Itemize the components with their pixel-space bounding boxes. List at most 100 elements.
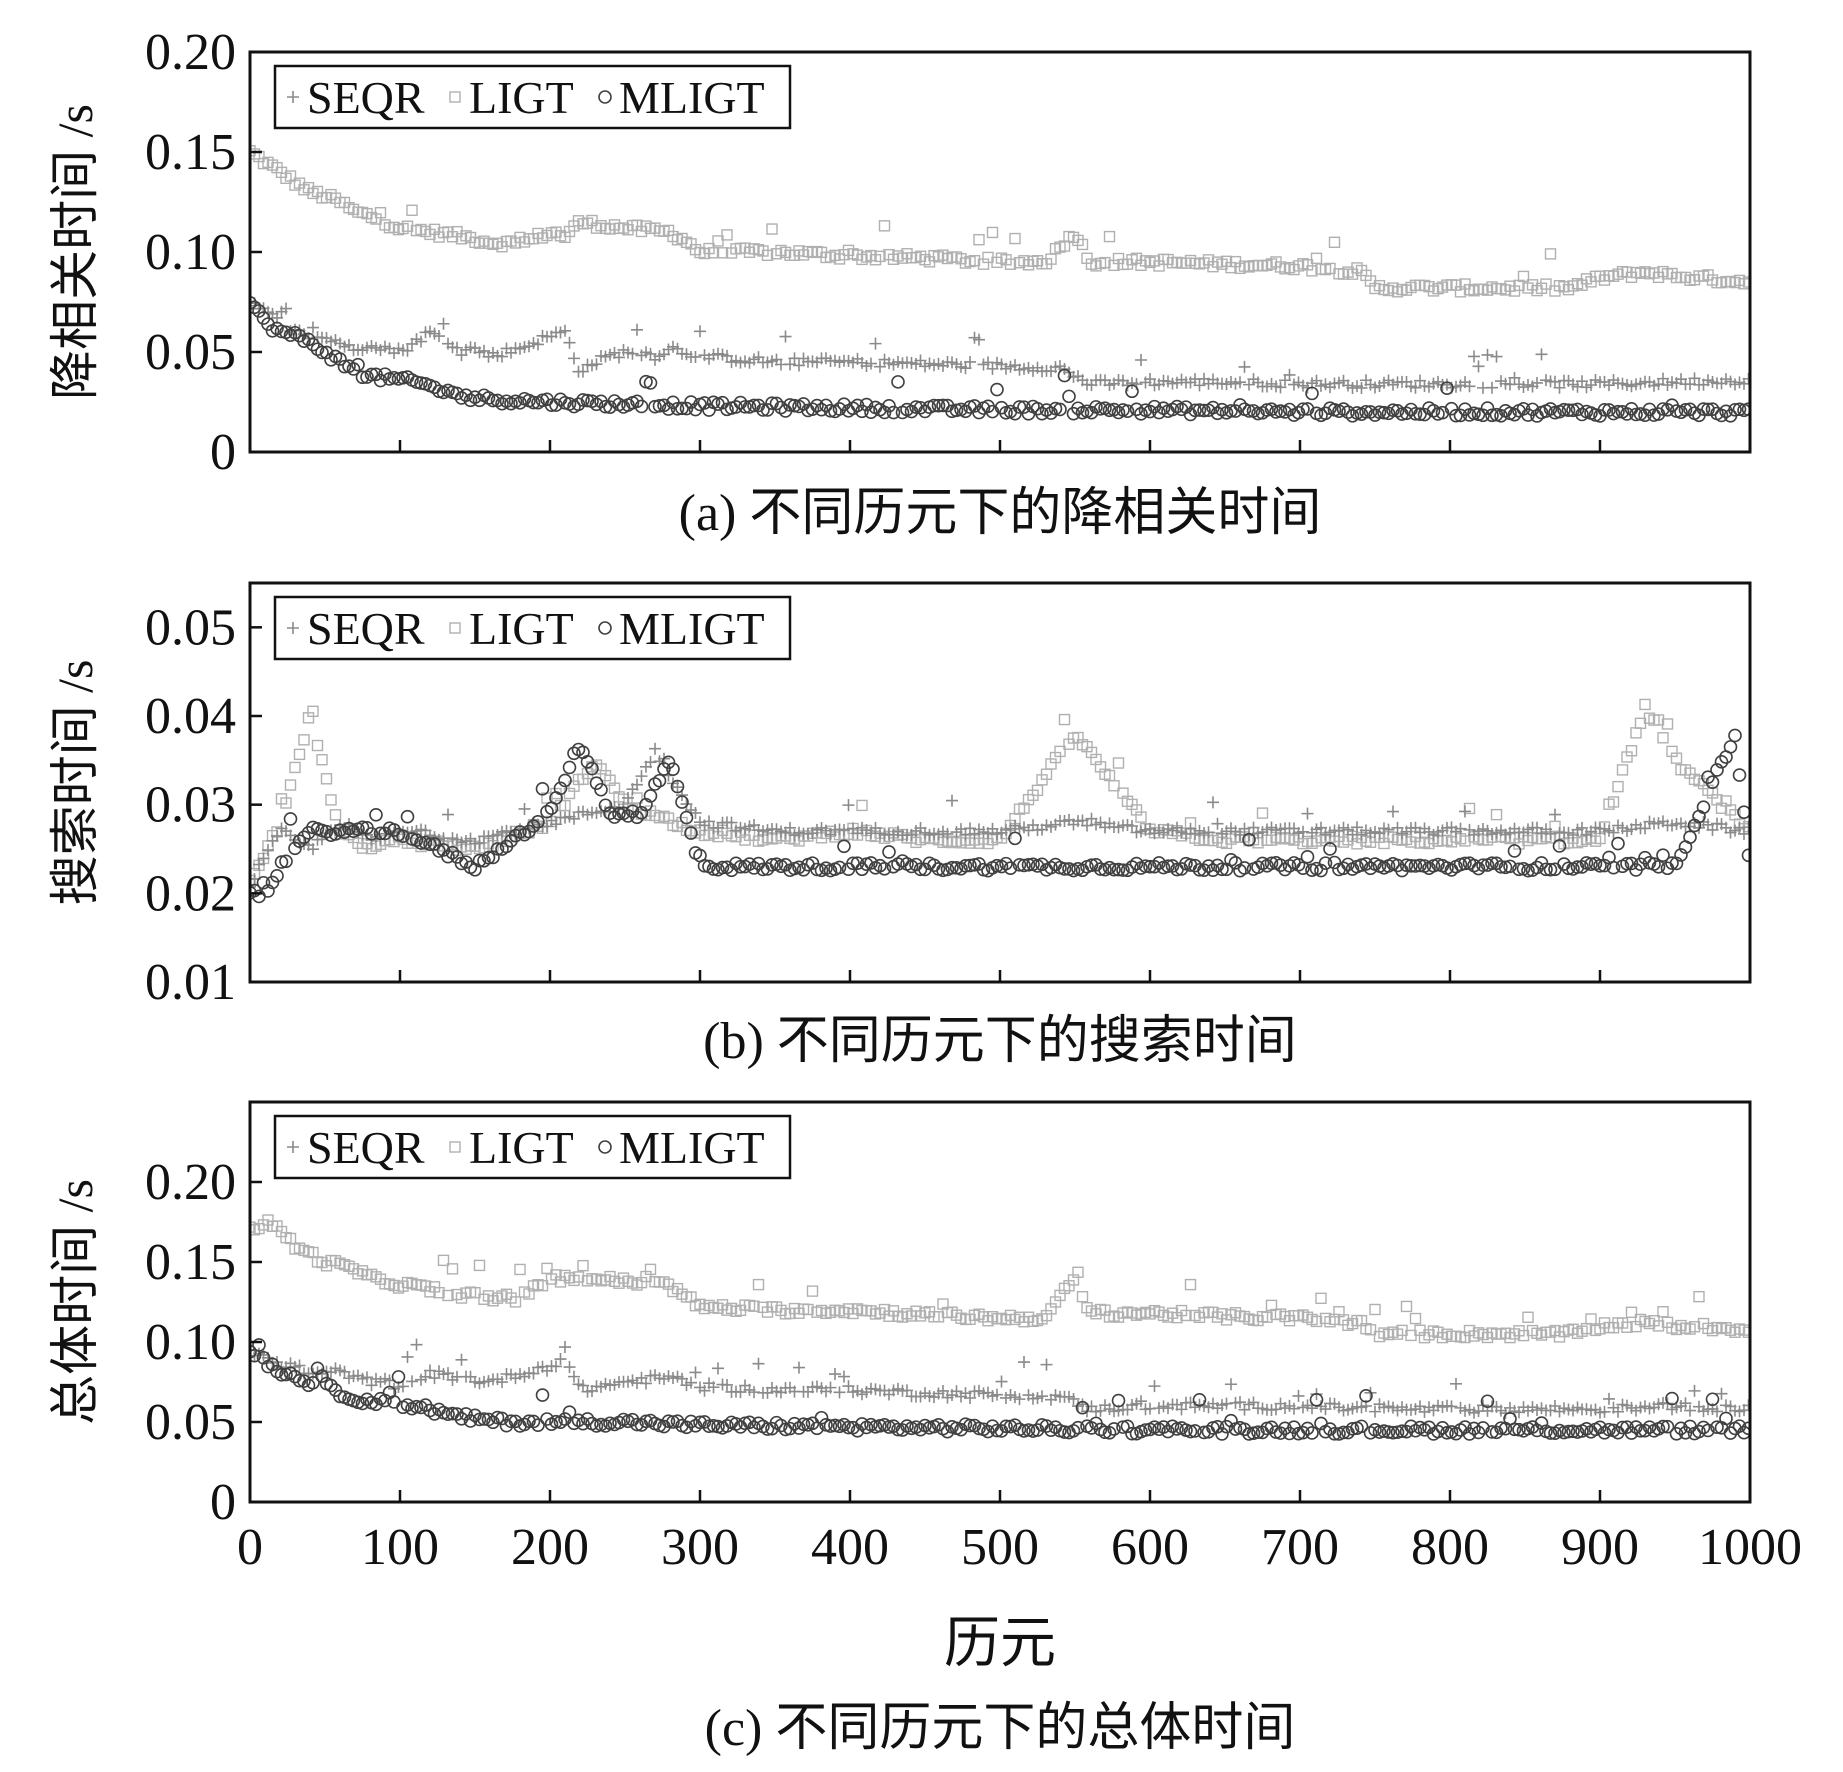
- point-mligt: [657, 398, 671, 413]
- caption-a: (a) 不同历元下的降相关时间: [679, 485, 1322, 542]
- point-mligt: [886, 1419, 901, 1433]
- point-seqr: [649, 742, 661, 755]
- point-seqr: [554, 1353, 567, 1366]
- point-ligt: [293, 748, 306, 761]
- point-seqr: [257, 852, 270, 865]
- point-mligt: [877, 862, 892, 876]
- point-mligt: [250, 296, 257, 310]
- point-ligt: [1688, 1321, 1701, 1333]
- point-mligt: [684, 395, 698, 409]
- point-mligt: [769, 396, 784, 411]
- markers-c: [250, 1214, 1750, 1441]
- point-mligt: [855, 404, 869, 419]
- point-mligt: [675, 401, 689, 416]
- point-seqr: [550, 818, 562, 831]
- point-mligt: [1512, 862, 1526, 877]
- point-mligt: [1494, 408, 1508, 423]
- point-mligt: [400, 809, 415, 824]
- point-mligt: [1233, 398, 1247, 412]
- point-mligt: [1701, 402, 1715, 417]
- point-mligt: [468, 1408, 482, 1423]
- point-mligt: [1476, 1421, 1490, 1435]
- point-mligt: [553, 781, 568, 796]
- point-ligt: [1076, 1290, 1089, 1303]
- point-mligt: [1413, 407, 1427, 422]
- point-seqr: [262, 844, 274, 857]
- legend-marker-mligt: [598, 90, 612, 104]
- point-seqr: [995, 1375, 1008, 1388]
- point-ligt: [1585, 1313, 1597, 1325]
- point-ligt: [748, 1300, 760, 1312]
- point-seqr: [1013, 1393, 1026, 1406]
- point-mligt: [1251, 1425, 1265, 1439]
- point-mligt: [531, 815, 545, 829]
- point-mligt: [796, 1417, 811, 1431]
- point-mligt: [697, 1415, 712, 1429]
- point-mligt: [1606, 860, 1621, 875]
- point-mligt: [310, 1361, 325, 1376]
- point-mligt: [1737, 805, 1750, 819]
- y-tick-label: 0.10: [145, 224, 236, 281]
- point-mligt: [1444, 401, 1459, 416]
- point-mligt: [378, 1393, 392, 1408]
- point-seqr: [1612, 1405, 1624, 1418]
- point-seqr: [1355, 381, 1368, 394]
- point-mligt: [1543, 862, 1558, 877]
- point-mligt: [823, 1419, 838, 1433]
- point-mligt: [423, 1403, 437, 1418]
- point-mligt: [387, 1395, 401, 1409]
- point-mligt: [1714, 408, 1729, 423]
- point-seqr: [1274, 381, 1287, 394]
- point-mligt: [1116, 863, 1130, 877]
- point-mligt: [670, 1414, 685, 1428]
- point-mligt: [1210, 858, 1225, 873]
- point-mligt: [1561, 1424, 1576, 1439]
- point-mligt: [1431, 1424, 1445, 1439]
- point-mligt: [274, 324, 289, 339]
- point-mligt: [1039, 1419, 1054, 1433]
- point-ligt: [806, 1285, 819, 1297]
- point-mligt: [1305, 1426, 1319, 1440]
- point-mligt: [1021, 858, 1036, 872]
- point-mligt: [571, 1413, 586, 1428]
- point-seqr: [824, 1381, 837, 1394]
- point-mligt: [535, 1388, 550, 1402]
- point-mligt: [814, 402, 829, 417]
- point-mligt: [1476, 408, 1490, 423]
- point-ligt: [878, 220, 891, 232]
- point-mligt: [756, 403, 770, 417]
- legend-label-ligt: LIGT: [469, 603, 574, 654]
- point-seqr: [635, 770, 648, 783]
- point-mligt: [864, 856, 878, 870]
- point-mligt: [1201, 859, 1216, 873]
- legend-label-seqr: SEQR: [307, 72, 425, 123]
- point-mligt: [477, 1412, 491, 1426]
- point-mligt: [747, 861, 761, 875]
- point-mligt: [319, 824, 334, 839]
- point-ligt: [577, 1259, 589, 1272]
- point-mligt: [1507, 844, 1522, 858]
- point-ligt: [307, 705, 319, 718]
- point-mligt: [882, 399, 896, 413]
- point-mligt: [1561, 861, 1576, 876]
- point-mligt: [1597, 858, 1612, 873]
- point-mligt: [1449, 408, 1463, 423]
- point-mligt: [720, 1419, 734, 1433]
- point-mligt: [1017, 400, 1031, 414]
- point-mligt: [787, 398, 802, 413]
- point-mligt: [1093, 402, 1108, 416]
- point-mligt: [1273, 1426, 1288, 1440]
- point-mligt: [1404, 859, 1418, 873]
- point-mligt: [400, 1398, 415, 1412]
- point-mligt: [585, 761, 599, 776]
- point-seqr: [671, 781, 684, 794]
- point-seqr: [532, 338, 544, 351]
- point-mligt: [1705, 402, 1720, 416]
- caption-c: (c) 不同历元下的总体时间: [705, 1700, 1296, 1757]
- point-seqr: [865, 357, 877, 370]
- point-mligt: [1341, 857, 1355, 872]
- point-mligt: [639, 1414, 653, 1429]
- point-seqr: [793, 359, 805, 372]
- legend-label-mligt: MLIGT: [619, 603, 765, 654]
- point-mligt: [328, 827, 343, 841]
